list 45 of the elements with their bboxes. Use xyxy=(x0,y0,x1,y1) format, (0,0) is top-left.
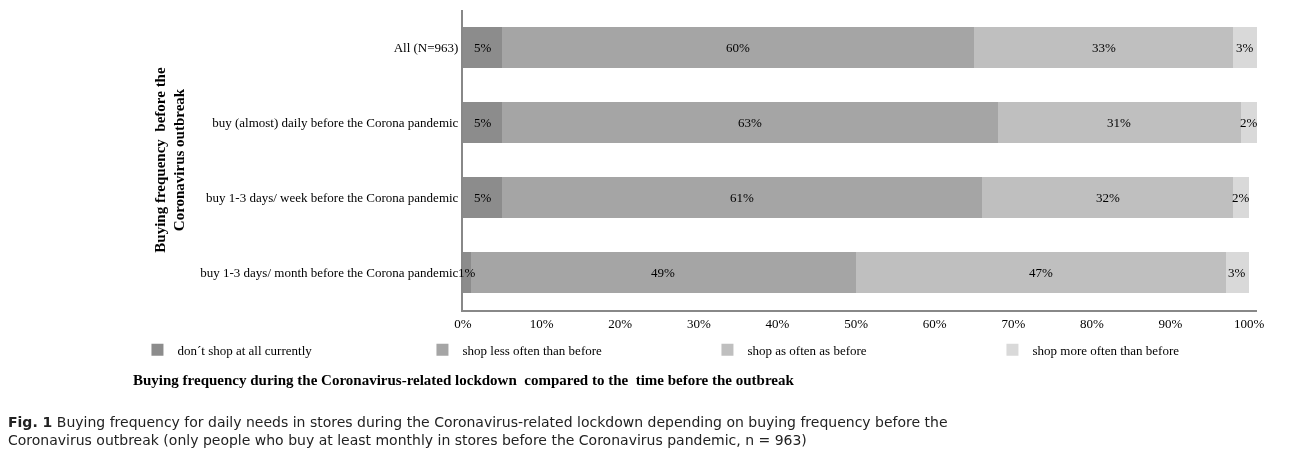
x-axis-title: Buying frequency during the Coronavirus-related lockdown compared to the time before the outbreak xyxy=(133,372,795,388)
legend-label: shop more often than before xyxy=(1032,342,1180,358)
data-label: 60% xyxy=(726,40,750,55)
data-label: 63% xyxy=(738,115,762,130)
x-tick-label: 70% xyxy=(1001,315,1026,331)
data-label: 2% xyxy=(1240,115,1258,130)
data-label: 61% xyxy=(730,190,754,205)
bar xyxy=(1233,26,1257,69)
x-tick-label: 60% xyxy=(922,315,947,331)
y-tick-label: All (N=963) xyxy=(393,40,459,56)
x-tick-label: 50% xyxy=(844,315,869,331)
legend-label: don´t shop at all currently xyxy=(177,342,313,358)
bar xyxy=(502,101,998,144)
data-label: 31% xyxy=(1107,115,1131,130)
x-tick-label: 40% xyxy=(765,315,790,331)
data-label: 33% xyxy=(1092,40,1116,55)
y-tick-label: buy (almost) daily before the Corona pandemic xyxy=(212,115,459,131)
data-label: 49% xyxy=(651,265,675,280)
data-label: 3% xyxy=(1228,265,1246,280)
caption: Fig. 1 xyxy=(8,414,53,430)
x-tick-label: 0% xyxy=(454,315,472,331)
data-label: 2% xyxy=(1232,190,1250,205)
x-tick-label: 90% xyxy=(1158,315,1183,331)
data-label: 5% xyxy=(474,190,492,205)
x-tick-label: 20% xyxy=(608,315,633,331)
x-tick-label: 30% xyxy=(686,315,711,331)
bar xyxy=(997,101,1242,144)
y-axis-title: Buying frequency before the Coronavirus outbreak xyxy=(151,67,188,253)
bar xyxy=(502,176,982,219)
legend-label: shop less often than before xyxy=(462,342,603,358)
data-label: 5% xyxy=(474,40,492,55)
x-tick-label: 80% xyxy=(1079,315,1104,331)
y-tick-label: buy 1-3 days/ month before the Corona pandemic xyxy=(200,265,459,281)
data-label: 47% xyxy=(1029,265,1053,280)
data-label: 3% xyxy=(1236,40,1254,55)
bar xyxy=(981,176,1234,219)
bar xyxy=(856,251,1226,294)
legend-label: shop as often as before xyxy=(747,342,867,358)
bar xyxy=(502,26,974,69)
x-tick-label: 10% xyxy=(529,315,554,331)
data-label: 32% xyxy=(1096,190,1120,205)
x-tick-label: 100% xyxy=(1233,315,1265,331)
y-tick-label: buy 1-3 days/ week before the Corona pandemic xyxy=(206,190,459,206)
bar xyxy=(973,26,1234,69)
data-label: 5% xyxy=(474,115,492,130)
